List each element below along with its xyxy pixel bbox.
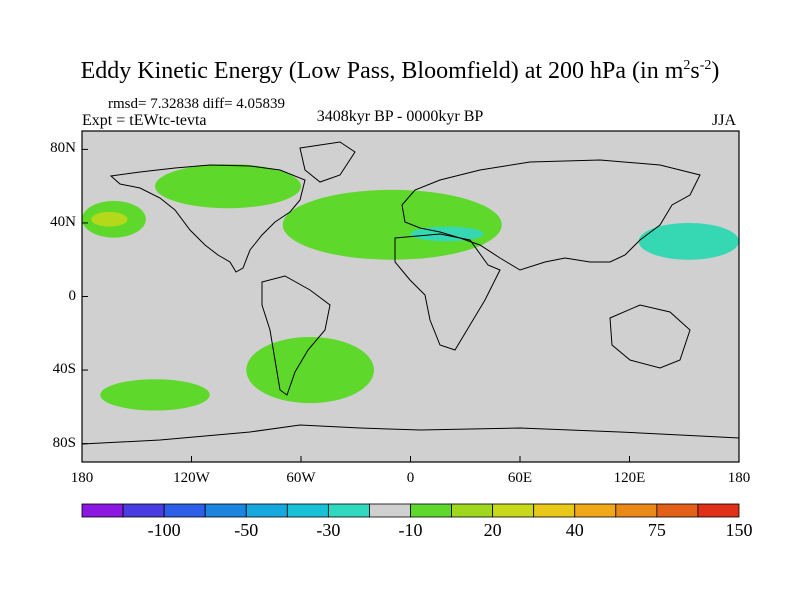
colorbar-swatch bbox=[369, 503, 411, 518]
colorbar-swatch bbox=[656, 503, 699, 518]
stats-text: rmsd= 7.32838 diff= 4.05839 bbox=[108, 96, 286, 112]
lat-label: 40S bbox=[52, 361, 76, 378]
lon-label: 120E bbox=[613, 470, 646, 486]
lon-label: 180 bbox=[727, 470, 751, 486]
colorbar-swatch bbox=[122, 503, 165, 518]
colorbar-label: 75 bbox=[647, 520, 666, 540]
colorbar-label: -30 bbox=[316, 520, 341, 540]
colorbar-label: -50 bbox=[234, 520, 259, 540]
lon-label: 180 bbox=[70, 470, 94, 486]
lat-label: 80N bbox=[50, 140, 76, 157]
lon-label: 60W bbox=[286, 470, 316, 486]
experiment-label: Expt = tEWtc-tevta bbox=[82, 112, 207, 129]
colorbar-swatch bbox=[81, 503, 124, 518]
colorbar-swatch bbox=[204, 503, 247, 518]
colorbar-swatch bbox=[163, 503, 206, 518]
anomaly-east-asia-negative bbox=[638, 222, 739, 260]
colorbar-swatch bbox=[615, 503, 658, 518]
title-text: Eddy Kinetic Energy (Low Pass, Bloomfiel… bbox=[80, 58, 684, 84]
coast-africa bbox=[394, 233, 501, 351]
lat-label: 40N bbox=[50, 213, 76, 230]
colorbar-label: -10 bbox=[398, 520, 423, 540]
lon-label: 60E bbox=[507, 470, 533, 486]
anomaly-layer bbox=[82, 164, 739, 411]
coast-north-america bbox=[109, 164, 306, 273]
colorbar-swatch bbox=[492, 503, 535, 518]
anomaly-north-pacific-core bbox=[91, 211, 128, 227]
title-superscript-2: -2 bbox=[699, 58, 712, 73]
plot-title: Eddy Kinetic Energy (Low Pass, Bloomfiel… bbox=[0, 58, 800, 85]
colorbar bbox=[81, 503, 740, 518]
colorbar-swatch bbox=[286, 503, 329, 518]
lon-label: 120W bbox=[173, 470, 210, 486]
anomaly-north-america-positive bbox=[155, 164, 301, 209]
colorbar-label: 20 bbox=[483, 520, 502, 540]
title-close: ) bbox=[711, 58, 720, 84]
colorbar-label: -100 bbox=[147, 520, 181, 540]
coastlines bbox=[82, 141, 739, 445]
period-label: 3408kyr BP - 0000kyr BP bbox=[316, 108, 484, 125]
season-label: JJA bbox=[712, 112, 737, 129]
anomaly-north-atlantic-positive bbox=[282, 189, 502, 260]
colorbar-swatch bbox=[697, 503, 740, 518]
lat-label: 80S bbox=[52, 434, 76, 451]
coast-antarctica bbox=[82, 424, 739, 445]
anomaly-south-pacific-positive bbox=[100, 379, 210, 411]
coast-south-america bbox=[261, 275, 331, 396]
colorbar-swatch bbox=[533, 503, 576, 518]
colorbar-swatch bbox=[451, 503, 494, 518]
colorbar-swatch bbox=[245, 503, 288, 518]
coast-australia bbox=[609, 304, 691, 369]
anomaly-south-america-positive bbox=[246, 336, 374, 404]
lat-label: 0 bbox=[68, 287, 77, 304]
title-superscript-1: 2 bbox=[683, 58, 691, 73]
colorbar-label: 150 bbox=[725, 520, 753, 540]
coast-greenland bbox=[299, 141, 356, 183]
axis-ticks bbox=[81, 148, 740, 462]
colorbar-swatch bbox=[327, 503, 370, 518]
colorbar-label: 40 bbox=[565, 520, 584, 540]
colorbar-swatch bbox=[574, 503, 617, 518]
colorbar-swatch bbox=[410, 503, 452, 518]
title-text-s: s bbox=[690, 58, 700, 84]
lon-label: 0 bbox=[406, 470, 415, 486]
